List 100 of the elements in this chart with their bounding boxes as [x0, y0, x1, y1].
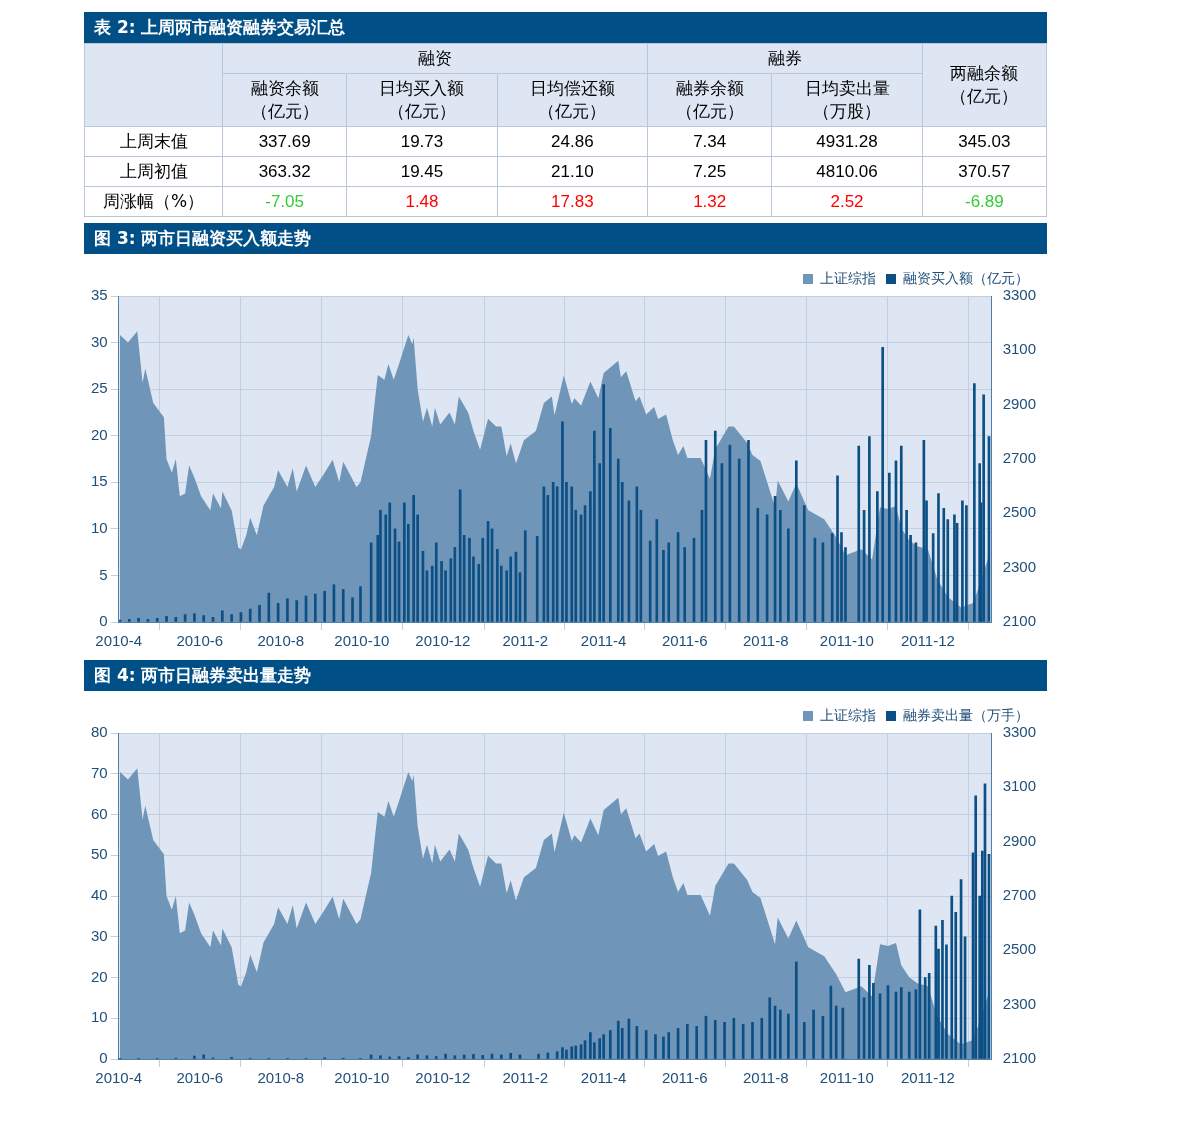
chart-title: 图 3: 两市日融资买入额走势: [84, 223, 1047, 254]
bar: [137, 617, 140, 622]
x-tick-label: 2011-10: [819, 1069, 874, 1087]
bar: [857, 445, 861, 622]
bar: [662, 1036, 665, 1059]
bar: [802, 505, 806, 622]
category-label: 周涨幅（%）: [84, 186, 223, 217]
bar: [950, 895, 954, 1059]
bar: [602, 1034, 605, 1059]
bar: [834, 1005, 838, 1059]
bar: [359, 586, 362, 622]
bar: [537, 1053, 540, 1059]
bar: [907, 991, 911, 1059]
bar: [794, 460, 798, 622]
y-tick-label: 30: [91, 926, 108, 944]
bar: [468, 537, 471, 622]
bar: [868, 964, 871, 1059]
x-tick-label: 2011-12: [900, 632, 955, 650]
y2-tick-label: 2500: [1002, 503, 1037, 521]
bar: [683, 547, 687, 622]
bar: [220, 610, 224, 622]
data-label: 4931.28: [771, 126, 923, 157]
y2-tick-label: 3100: [1002, 777, 1037, 795]
bar: [174, 617, 178, 622]
bar: [927, 973, 931, 1059]
bar: [286, 598, 289, 622]
bar: [535, 535, 539, 622]
y-tick-label: 60: [91, 804, 108, 822]
text: 两融余额（亿元）: [949, 62, 1020, 108]
legend-label: 上证综指: [820, 269, 876, 286]
x-tick-label: 2011-2: [502, 632, 549, 650]
bar: [155, 617, 159, 622]
y2-tick-label: 2100: [1002, 1049, 1037, 1067]
text: 日均偿还额（亿元）: [528, 77, 616, 123]
bar: [616, 1020, 620, 1059]
bar: [403, 502, 406, 622]
y-tick-label: 20: [91, 967, 108, 985]
data-label: 7.25: [647, 156, 772, 187]
data-label: -7.05: [222, 186, 347, 217]
x-tick-label: 2010-8: [257, 1069, 305, 1087]
bar: [412, 495, 415, 622]
text: 表 2: 上周两市融资融券交易汇总: [84, 12, 1047, 43]
bar: [887, 472, 891, 622]
bar: [923, 977, 927, 1059]
bar: [379, 1055, 382, 1059]
bar: [857, 958, 861, 1059]
x-tick-label: 2011-6: [661, 1069, 708, 1087]
bar: [481, 1055, 485, 1059]
bar: [982, 394, 985, 622]
text: 融资: [222, 43, 648, 74]
x-tick-label: 2011-2: [502, 1069, 549, 1087]
y-tick-label: 20: [91, 425, 108, 443]
bar: [570, 1046, 574, 1059]
bar: [323, 590, 326, 622]
y2-tick-label: 2900: [1002, 394, 1037, 412]
bar: [388, 502, 392, 622]
x-tick-label: 2010-6: [176, 1069, 224, 1087]
data-label: 19.73: [346, 126, 498, 157]
x-tick-label: 2010-10: [334, 1069, 390, 1087]
bar: [756, 508, 760, 622]
text: 融券余额（亿元）: [674, 77, 745, 123]
bar: [416, 1054, 419, 1059]
y-tick-label: 10: [91, 1008, 108, 1026]
bar: [574, 1045, 578, 1059]
bar: [779, 1009, 782, 1059]
y2-tick-label: 3100: [1002, 340, 1037, 358]
bar: [434, 542, 438, 622]
data-label: 337.69: [222, 126, 347, 157]
bar: [434, 1056, 438, 1059]
bar: [667, 542, 671, 622]
bar: [500, 1054, 503, 1059]
y2-tick-label: 2100: [1002, 612, 1037, 630]
bar: [565, 1049, 568, 1059]
bar: [608, 427, 612, 622]
text: 日均买入额（亿元）: [378, 77, 466, 123]
data-label: -6.89: [922, 186, 1047, 217]
data-label: 1.32: [647, 186, 772, 217]
legend-label: 上证综指: [820, 706, 876, 723]
bar: [953, 514, 956, 622]
bar: [779, 509, 782, 622]
bar: [974, 795, 978, 1059]
bar: [713, 430, 717, 622]
data-label: 363.32: [222, 156, 347, 187]
y2-tick-label: 2300: [1002, 557, 1037, 575]
bar: [267, 592, 271, 622]
bar: [593, 430, 596, 622]
bar: [655, 519, 659, 622]
chart-title: 图 4: 两市日融券卖出量走势: [84, 660, 1047, 691]
bar: [481, 537, 485, 622]
x-tick-label: 2011-10: [819, 632, 874, 650]
data-label: 21.10: [497, 156, 648, 187]
bar: [165, 616, 168, 622]
data-label: 7.34: [647, 126, 772, 157]
data-label: 1.48: [346, 186, 498, 217]
data-label: 2.52: [771, 186, 923, 217]
bar: [509, 1052, 512, 1059]
bar: [787, 528, 790, 622]
y2-tick-label: 2900: [1002, 831, 1037, 849]
bar: [496, 549, 499, 622]
y-tick-label: 0: [99, 612, 108, 630]
